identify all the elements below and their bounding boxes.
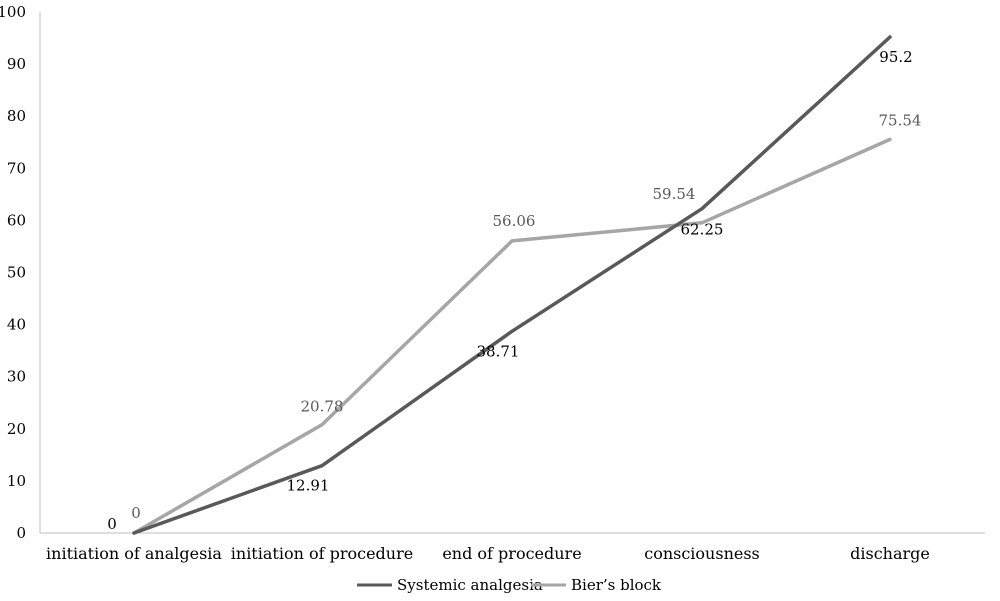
y-tick-label: 50: [7, 264, 26, 282]
y-tick-label: 40: [7, 316, 26, 334]
y-axis-tick-labels: 0 10 20 30 40 50 60 70 80 90 100: [0, 3, 26, 542]
legend-label: Systemic analgesia: [397, 576, 543, 594]
data-label: 75.54: [879, 111, 922, 129]
y-tick-label: 70: [7, 159, 26, 177]
legend: Systemic analgesia Bier’s block: [357, 576, 662, 594]
x-category-label: end of procedure: [442, 544, 581, 563]
data-labels: 0 12.91 38.71 62.25 95.2 0 20.78 56.06 59.54 75.5…: [107, 48, 921, 533]
series-line: [132, 35, 892, 535]
x-axis-category-labels: initiation of analgesia initiation of pro…: [46, 544, 930, 563]
data-label: 62.25: [681, 221, 724, 239]
legend-label: Bier’s block: [571, 576, 662, 594]
y-tick-label: 20: [7, 420, 26, 438]
data-label: 59.54: [653, 185, 696, 203]
y-tick-label: 10: [7, 472, 26, 490]
data-label: 12.91: [287, 477, 330, 495]
data-label: 56.06: [493, 212, 536, 230]
x-category-label: discharge: [850, 544, 930, 563]
data-label: 95.2: [879, 48, 912, 66]
x-category-label: initiation of procedure: [231, 544, 413, 563]
y-tick-label: 90: [7, 55, 26, 73]
data-label: 0: [107, 515, 117, 533]
data-label: 38.71: [477, 342, 520, 360]
x-category-label: initiation of analgesia: [46, 544, 222, 563]
y-tick-label: 30: [7, 368, 26, 386]
y-tick-label: 80: [7, 107, 26, 125]
y-tick-label: 100: [0, 3, 26, 21]
data-label: 20.78: [301, 398, 344, 416]
series-lines: [132, 35, 892, 535]
series-line: [132, 137, 892, 535]
y-tick-label: 60: [7, 211, 26, 229]
chart-axes: [39, 12, 985, 534]
data-label: 0: [131, 504, 141, 522]
y-tick-label: 0: [16, 524, 26, 542]
x-category-label: consciousness: [644, 544, 760, 563]
